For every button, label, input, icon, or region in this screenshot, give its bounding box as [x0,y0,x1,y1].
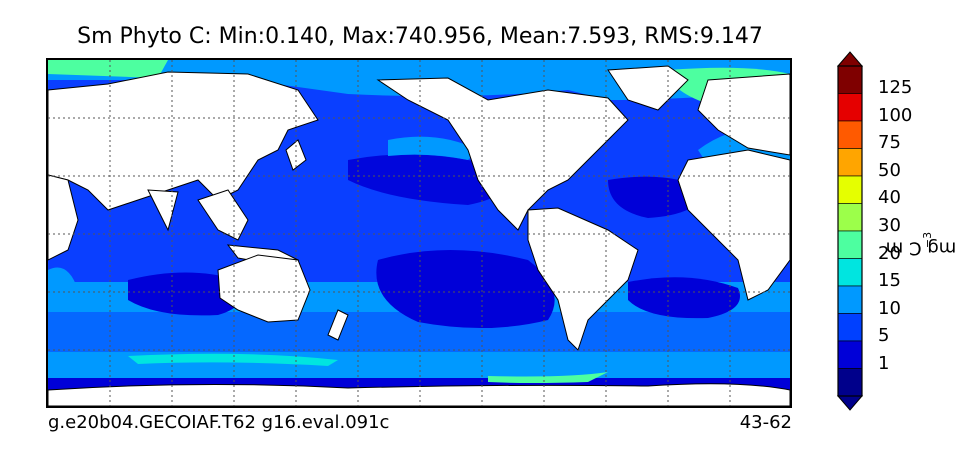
australia [217,254,311,323]
arctic-bloom-west [48,60,168,78]
north-america [376,77,629,231]
colorbar-frame [837,65,863,397]
colorbar-segment [837,93,863,122]
map-panel [46,58,792,408]
antarctic-bloom-1 [128,353,338,366]
colorbar-segment [837,368,863,397]
south-indian-gyre [128,272,243,316]
north-pacific-gyre [348,154,510,205]
colorbar-tick-label: 50 [878,159,901,181]
europe [697,73,790,156]
colorbar-segment [837,285,863,314]
africa-east-edge [48,174,79,261]
colorbar-segment [837,175,863,204]
colorbar-tick-label: 10 [878,297,901,319]
colorbar-segment [837,230,863,259]
colorbar-segment [837,203,863,232]
southeast-asia [197,189,249,241]
global-map [48,60,790,406]
new-zealand [327,309,349,341]
antarctica [48,383,790,406]
colorbar-segment [837,148,863,177]
africa [677,149,790,301]
land-masses [48,65,790,406]
colorbar-max-arrow [836,51,864,67]
colorbar-segment [837,65,863,94]
south-atlantic-gyre [628,277,740,319]
antarctic-bloom-2 [488,372,608,383]
colorbar-segment [837,340,863,369]
colorbar-min-arrow [836,395,864,411]
eurasia-west [48,71,319,211]
colorbar-tick-label: 40 [878,187,901,209]
colorbar-tick-label: 15 [878,270,901,292]
colorbar-tick-label: 30 [878,214,901,236]
colorbar-segment [837,313,863,342]
colorbar-tick-label: 125 [878,77,913,98]
colorbar-tick-label: 75 [878,132,901,154]
colorbar [836,51,864,411]
units-base: mg C m [885,237,957,259]
colorbar-tick-label: 1 [878,352,890,374]
colorbar-tick-label: 100 [878,104,913,126]
south-america [527,207,639,351]
colorbar-segment [837,258,863,287]
colorbar-segment [837,120,863,149]
west-edge-patch [48,267,78,300]
colorbar-tick-labels: 125 100 75 50 40 30 20 15 10 5 1 [878,74,912,378]
north-pacific-subpolar [388,136,478,160]
south-pacific-gyre [376,250,555,329]
map-title: Sm Phyto C: Min:0.140, Max:740.956, Mean… [77,24,763,49]
run-identifier: g.e20b04.GECOIAF.T62 g16.eval.091c [48,412,390,433]
india [147,189,179,232]
colorbar-tick-label: 20 [878,242,901,264]
year-range: 43-62 [739,412,792,433]
map-grid [48,60,790,406]
colorbar-tick-label: 5 [878,325,890,347]
